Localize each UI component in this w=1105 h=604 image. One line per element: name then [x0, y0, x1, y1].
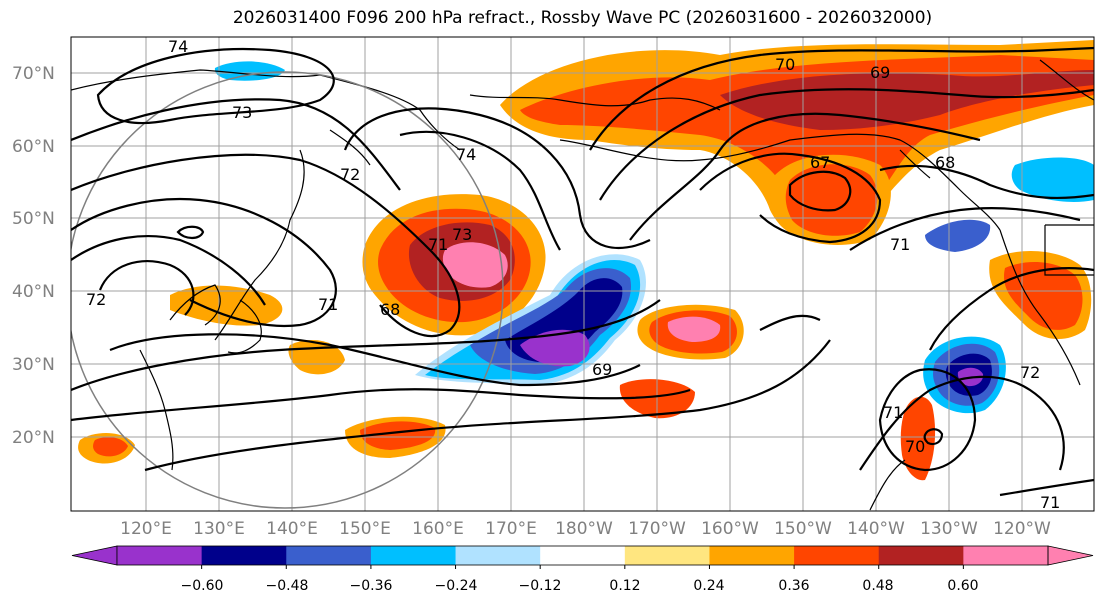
anomaly-south-china-red: [93, 437, 128, 457]
lat-label: 50°N: [12, 209, 55, 229]
contour-label: 73: [452, 225, 472, 244]
lon-label: 120°E: [120, 519, 172, 539]
contour-label: 74: [456, 145, 476, 164]
contour-label: 74: [168, 37, 188, 56]
reference-circle: [71, 71, 504, 509]
contour-label: 67: [810, 153, 830, 172]
contour-label: 69: [592, 360, 612, 379]
lon-label: 140°W: [847, 519, 905, 539]
contour-label: 72: [340, 165, 360, 184]
refractivity-contours: [71, 46, 1094, 497]
contour-label: 72: [86, 290, 106, 309]
lat-label: 40°N: [12, 282, 55, 302]
lon-label: 130°E: [193, 519, 245, 539]
map-frame: [70, 36, 1095, 512]
coastlines: [71, 59, 1094, 511]
anomaly-subtropical-negative-purple: [520, 329, 590, 367]
contour-label: 71: [890, 235, 910, 254]
anomaly-central-pacific-pink: [442, 242, 508, 288]
lon-label: 120°W: [993, 519, 1051, 539]
lon-label: 130°W: [920, 519, 978, 539]
anomaly-canada-negative: [1011, 157, 1094, 202]
contour-label: 68: [935, 153, 955, 172]
contour-label: 71: [428, 235, 448, 254]
longitude-labels: 120°E 130°E 140°E 150°E 160°E 170°E 180°…: [120, 519, 1051, 539]
lon-label: 170°E: [485, 519, 537, 539]
contour-label: 70: [775, 55, 795, 74]
lat-label: 70°N: [12, 64, 55, 84]
lat-label: 30°N: [12, 355, 55, 375]
lon-label: 180°W: [555, 519, 613, 539]
lon-label: 150°W: [774, 519, 832, 539]
anomaly-hawaii-pink: [667, 316, 721, 342]
anomaly-bc-negative: [925, 219, 991, 252]
lon-label: 140°E: [266, 519, 318, 539]
anomaly-mexico-red: [900, 396, 936, 481]
lon-label: 160°E: [412, 519, 464, 539]
anomaly-philippine-red: [360, 421, 436, 450]
anomaly-gulf-alaska-red: [785, 164, 878, 236]
lon-label: 150°E: [339, 519, 391, 539]
map-title: 2026031400 F096 200 hPa refract., Rossby…: [232, 8, 933, 28]
lon-label: 160°W: [701, 519, 759, 539]
contour-label: 73: [232, 103, 252, 122]
anomaly-north-america-red: [1004, 261, 1083, 330]
contour-label: 71: [318, 295, 338, 314]
contour-label: 68: [380, 300, 400, 319]
anomaly-east-asia-orange: [170, 285, 283, 326]
lat-label: 60°N: [12, 137, 55, 157]
contour-label: 69: [870, 63, 890, 82]
latitude-labels: 70°N 60°N 50°N 40°N 30°N 20°N: [12, 64, 55, 448]
lat-label: 20°N: [12, 428, 55, 448]
contour-label: 71: [883, 403, 903, 422]
contour-label: 72: [1020, 363, 1040, 382]
contour-labels: 74 73 72 71 72 73 74 71 68 69 70 69 67 6…: [86, 37, 1060, 512]
anomaly-north-pacific-darkred: [720, 70, 1094, 130]
contour-label: 71: [1040, 493, 1060, 512]
contour-label: 70: [905, 437, 925, 456]
lon-label: 170°W: [628, 519, 686, 539]
